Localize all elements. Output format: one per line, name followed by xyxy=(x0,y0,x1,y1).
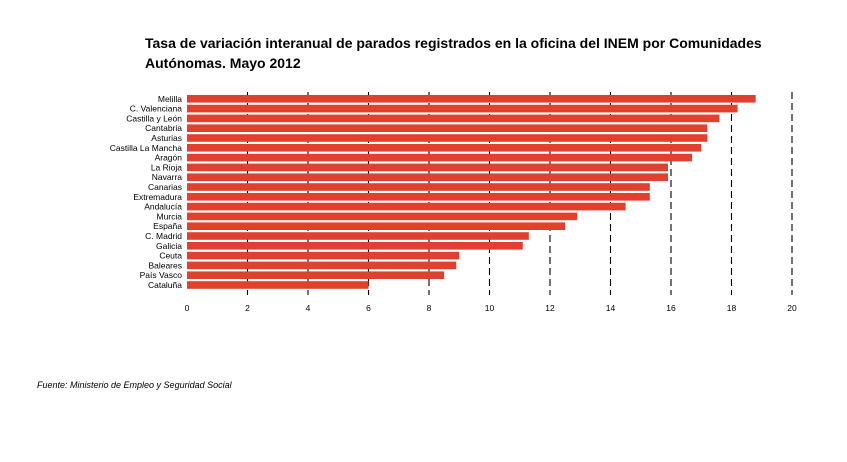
x-tick-label: 10 xyxy=(485,303,495,313)
bar-6 xyxy=(187,153,693,162)
category-label: España xyxy=(153,221,182,231)
category-label: Galicia xyxy=(156,241,182,251)
x-tick-label: 8 xyxy=(427,303,432,313)
category-label: La Rioja xyxy=(151,162,182,172)
category-label: Baleares xyxy=(148,260,182,270)
x-tick-label: 18 xyxy=(727,303,737,313)
bar-16 xyxy=(187,251,460,260)
bar-8 xyxy=(187,173,668,181)
x-tick-labels: 0 2 4 6 8 10 12 14 16 18 20 xyxy=(185,303,797,313)
category-label: Canarias xyxy=(148,182,182,192)
category-label: Asturias xyxy=(151,133,182,143)
x-tick-label: 20 xyxy=(787,303,797,313)
x-tick-label: 2 xyxy=(245,303,250,313)
bar-11 xyxy=(187,202,626,211)
category-label: Navarra xyxy=(152,172,183,182)
bar-19 xyxy=(187,281,369,289)
bar-10 xyxy=(187,193,650,201)
category-label: Aragón xyxy=(155,153,183,163)
source-note: Fuente: Ministerio de Empleo y Seguridad… xyxy=(37,380,232,390)
x-tick-label: 14 xyxy=(606,303,616,313)
x-tick-label: 4 xyxy=(306,303,311,313)
bar-3 xyxy=(187,124,708,132)
bars xyxy=(187,95,756,289)
category-label: Melilla xyxy=(158,94,182,104)
x-tick-label: 16 xyxy=(666,303,676,313)
x-tick-label: 12 xyxy=(545,303,555,313)
category-label: Ceuta xyxy=(159,251,182,261)
bar-7 xyxy=(187,163,668,172)
bar-15 xyxy=(187,242,523,250)
category-label: Cantabria xyxy=(145,123,182,133)
bar-2 xyxy=(187,114,720,123)
x-tick-label: 6 xyxy=(366,303,371,313)
category-label: C. Madrid xyxy=(145,231,182,241)
category-label: Castilla y León xyxy=(126,113,182,123)
category-label: C. Valenciana xyxy=(130,104,183,114)
bar-17 xyxy=(187,261,457,270)
bar-5 xyxy=(187,144,702,152)
bar-18 xyxy=(187,271,445,279)
chart-title: Tasa de variación interanual de parados … xyxy=(145,35,762,71)
category-label: Castilla La Mancha xyxy=(110,143,183,153)
bar-13 xyxy=(187,222,566,230)
bar-9 xyxy=(187,183,650,191)
category-label: Cataluña xyxy=(148,280,182,290)
category-label: Extremadura xyxy=(133,192,182,202)
bar-0 xyxy=(187,95,756,103)
category-label: País Vasco xyxy=(140,270,183,280)
bar-1 xyxy=(187,104,738,113)
bar-14 xyxy=(187,232,529,240)
bar-12 xyxy=(187,212,578,221)
category-label: Andalucía xyxy=(144,202,182,212)
x-tick-label: 0 xyxy=(185,303,190,313)
bar-4 xyxy=(187,134,708,142)
category-label: Murcia xyxy=(156,211,182,221)
